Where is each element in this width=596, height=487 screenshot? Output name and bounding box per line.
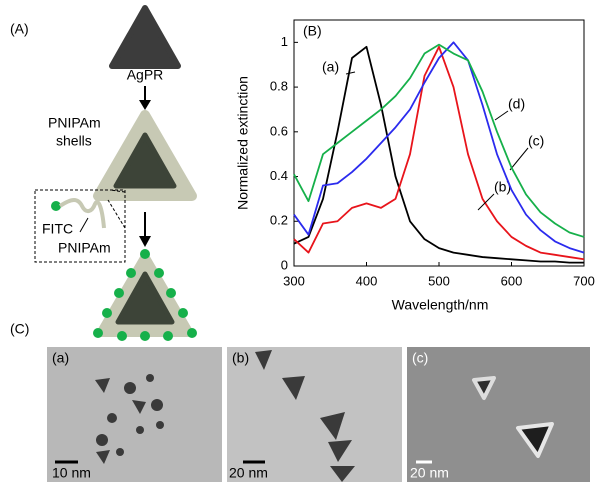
y-axis-label: Normalized extinction	[235, 76, 251, 210]
leader-line	[346, 72, 355, 74]
image-label: (c)	[412, 350, 428, 366]
panel-label: (A)	[10, 21, 29, 37]
series-label: (d)	[508, 96, 525, 112]
x-tick-label: 300	[283, 273, 305, 288]
dye-label: FITC	[42, 221, 73, 237]
nanoprism	[112, 8, 178, 66]
y-tick-label: 0.2	[270, 213, 288, 228]
x-tick-label: 600	[501, 273, 523, 288]
x-axis-label: Wavelength/nm	[392, 297, 489, 313]
scale-label: 20 nm	[410, 465, 449, 481]
leader-line	[495, 111, 508, 120]
scale-label: 20 nm	[229, 465, 268, 481]
leader-line	[510, 148, 528, 170]
image-label: (a)	[52, 350, 69, 366]
dye	[51, 201, 61, 211]
panel-label: (B)	[303, 23, 322, 39]
polymer-label: PNIPAm	[58, 240, 111, 256]
y-tick-label: 0.8	[270, 79, 288, 94]
series-label: (c)	[528, 133, 544, 149]
micrograph	[407, 347, 590, 482]
pointer	[80, 218, 88, 232]
x-tick-label: 500	[428, 273, 450, 288]
y-tick-label: 1	[281, 34, 288, 49]
inset-line	[108, 200, 125, 228]
scale-label: 10 nm	[52, 465, 91, 481]
image-label: (b)	[232, 350, 249, 366]
series-line	[294, 47, 584, 259]
shell-label: PNIPAm	[48, 115, 101, 131]
y-tick-label: 0	[281, 257, 288, 272]
x-tick-label: 700	[573, 273, 595, 288]
y-tick-label: 0.6	[270, 123, 288, 138]
core-label: AgPR	[127, 67, 164, 83]
y-tick-label: 0.4	[270, 168, 288, 183]
arrowhead	[139, 236, 151, 247]
shell-label: shells	[56, 133, 92, 149]
panel-label: (C)	[10, 321, 29, 337]
x-tick-label: 400	[356, 273, 378, 288]
figure: (A) AgPR PNIPAm shells FITC PNIPAm (B) W…	[0, 0, 596, 487]
arrowhead	[139, 100, 151, 110]
series-label: (a)	[322, 59, 339, 75]
leader-line	[478, 194, 494, 210]
